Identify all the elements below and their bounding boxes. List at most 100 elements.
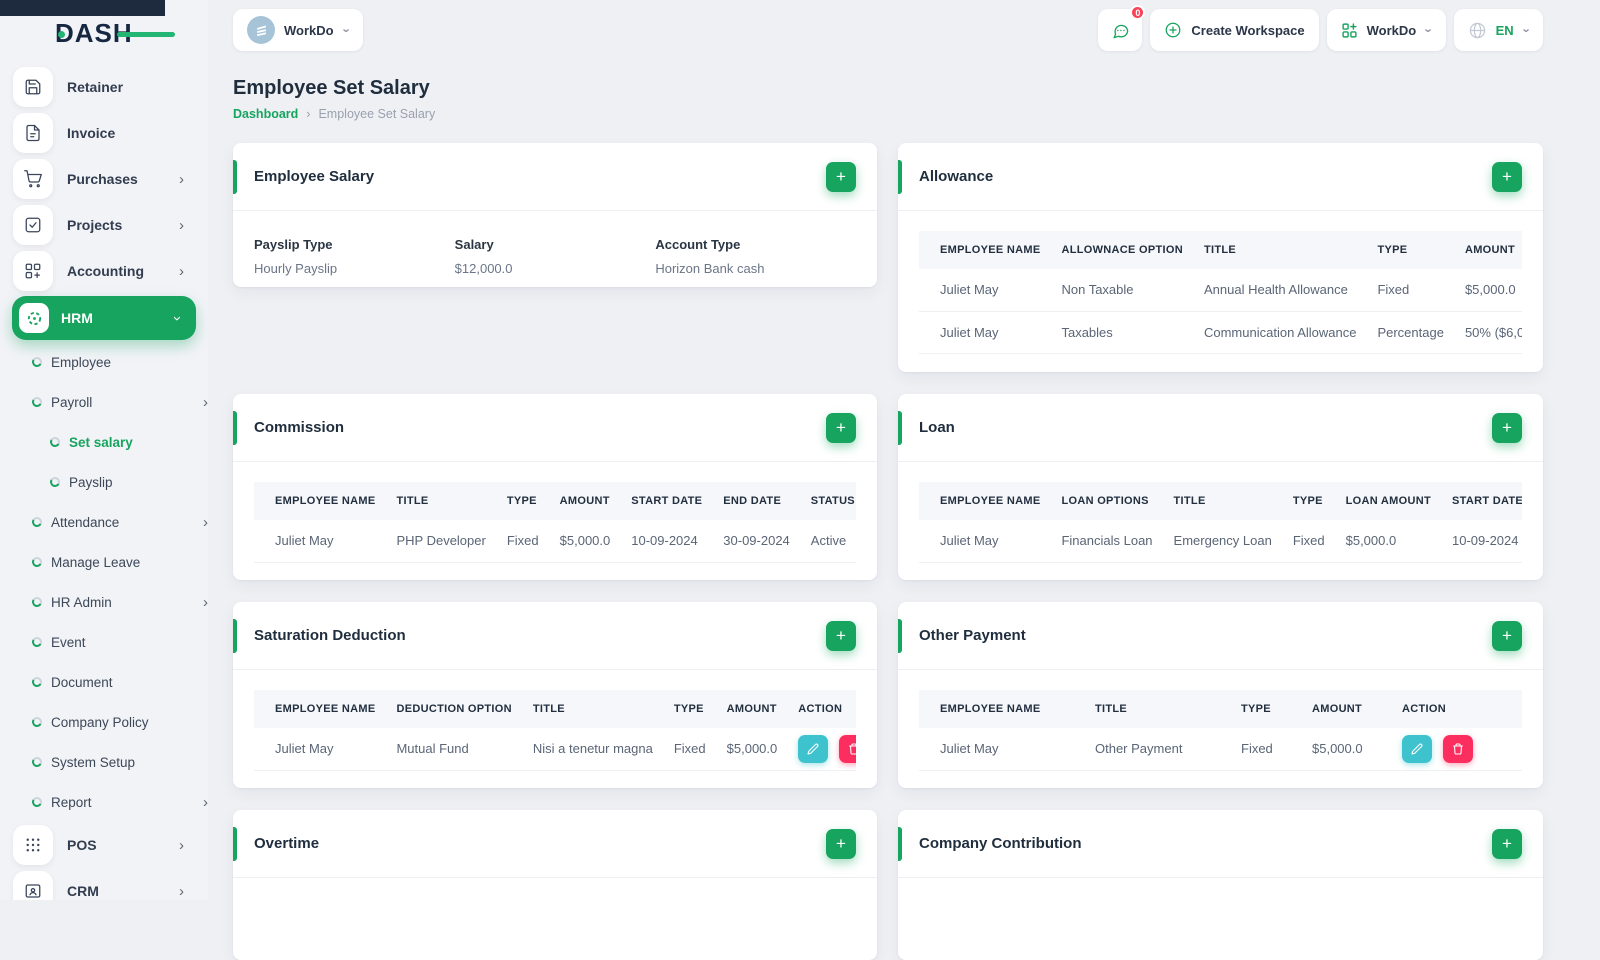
messages-button[interactable]: 0 bbox=[1098, 5, 1146, 51]
sidebar-item-event[interactable]: Event bbox=[0, 622, 208, 662]
sidebar-item-employee[interactable]: Employee bbox=[0, 342, 208, 382]
workspace-grid-icon bbox=[1341, 22, 1358, 39]
sidebar-item-accounting[interactable]: Accounting › bbox=[0, 248, 208, 294]
other-payment-card: Other Payment + EMPLOYEE NAME TITLE TYPE… bbox=[898, 602, 1543, 788]
sidebar-item-label: Accounting bbox=[67, 263, 144, 279]
sidebar-item-crm[interactable]: CRM › bbox=[0, 868, 208, 900]
card-accent-bar bbox=[898, 160, 902, 194]
add-saturation-deduction-button[interactable]: + bbox=[826, 620, 856, 651]
sidebar-item-label: Report bbox=[51, 794, 92, 810]
language-selector[interactable]: EN › bbox=[1453, 9, 1543, 51]
field-label: Payslip Type bbox=[254, 237, 333, 252]
sidebar-item-label: Attendance bbox=[51, 514, 120, 530]
sidebar-item-label: System Setup bbox=[51, 754, 136, 770]
invoice-icon bbox=[13, 113, 53, 153]
card-accent-bar bbox=[898, 411, 902, 445]
sidebar-item-set-salary[interactable]: Set salary bbox=[0, 422, 208, 462]
sidebar-item-label: Manage Leave bbox=[51, 554, 141, 570]
sidebar-item-system-setup[interactable]: System Setup bbox=[0, 742, 208, 782]
other-payment-table: EMPLOYEE NAME TITLE TYPE AMOUNT ACTION J… bbox=[919, 690, 1522, 771]
add-loan-button[interactable]: + bbox=[1492, 412, 1522, 443]
chevron-right-icon: › bbox=[179, 262, 184, 280]
notification-badge: 0 bbox=[1130, 5, 1146, 20]
card-title: Commission bbox=[254, 419, 345, 436]
logo-dot-icon bbox=[58, 31, 65, 38]
plus-circle-icon bbox=[1164, 21, 1182, 39]
card-title: Allowance bbox=[919, 168, 994, 185]
sidebar-item-manage-leave[interactable]: Manage Leave bbox=[0, 542, 208, 582]
sidebar-item-pos[interactable]: POS › bbox=[0, 822, 208, 868]
sidebar-item-label: Payroll bbox=[51, 394, 93, 410]
bullet-icon bbox=[32, 717, 42, 727]
sidebar-item-label: Document bbox=[51, 674, 113, 690]
workdo-dropdown[interactable]: WorkDo › bbox=[1326, 9, 1446, 51]
app-logo: DASH bbox=[55, 18, 175, 52]
sidebar-item-attendance[interactable]: Attendance › bbox=[0, 502, 208, 542]
sidebar-item-hr-admin[interactable]: HR Admin › bbox=[0, 582, 208, 622]
commission-table: EMPLOYEE NAME TITLE TYPE AMOUNT START DA… bbox=[254, 482, 856, 563]
card-accent-bar bbox=[898, 827, 902, 861]
main-area: WorkDo › 0 Create Workspace WorkDo bbox=[208, 0, 1600, 960]
bullet-icon bbox=[32, 357, 42, 367]
card-title: Loan bbox=[919, 419, 955, 436]
card-title: Employee Salary bbox=[254, 168, 375, 185]
chevron-right-icon: › bbox=[179, 216, 184, 234]
breadcrumb-separator-icon: › bbox=[306, 107, 311, 121]
field-value: Hourly Payslip bbox=[254, 261, 338, 276]
sidebar-item-retainer[interactable]: Retainer bbox=[0, 64, 208, 110]
sidebar-item-hrm[interactable]: HRM › bbox=[12, 296, 196, 340]
sidebar-item-label: HR Admin bbox=[51, 594, 112, 610]
card-title: Other Payment bbox=[919, 627, 1026, 644]
create-workspace-button[interactable]: Create Workspace bbox=[1150, 9, 1319, 51]
chevron-right-icon: › bbox=[179, 882, 184, 900]
chevron-down-icon: › bbox=[1519, 27, 1535, 33]
add-commission-button[interactable]: + bbox=[826, 412, 856, 443]
add-overtime-button[interactable]: + bbox=[826, 828, 856, 859]
sidebar-item-purchases[interactable]: Purchases › bbox=[0, 156, 208, 202]
table-row: Juliet May Non Taxable Annual Health All… bbox=[919, 269, 1522, 312]
sidebar-item-projects[interactable]: Projects › bbox=[0, 202, 208, 248]
workspace-switcher[interactable]: WorkDo › bbox=[233, 9, 363, 51]
sidebar-item-invoice[interactable]: Invoice bbox=[0, 110, 208, 156]
page-title: Employee Set Salary bbox=[233, 77, 430, 99]
sidebar-item-payroll[interactable]: Payroll › bbox=[0, 382, 208, 422]
loan-card: Loan + EMPLOYEE NAME LOAN OPTIONS TITLE … bbox=[898, 394, 1543, 580]
allowance-table: EMPLOYEE NAME ALLOWNACE OPTION TITLE TYP… bbox=[919, 231, 1522, 354]
saturation-deduction-card: Saturation Deduction + EMPLOYEE NAME DED… bbox=[233, 602, 877, 788]
table-row: Juliet May Other Payment Fixed $5,000.0 bbox=[919, 728, 1522, 771]
crm-icon bbox=[13, 871, 53, 900]
delete-button[interactable] bbox=[838, 734, 856, 763]
card-accent-bar bbox=[233, 619, 237, 653]
chevron-right-icon: › bbox=[203, 393, 208, 411]
bullet-icon bbox=[32, 557, 42, 567]
edit-button[interactable] bbox=[798, 734, 829, 763]
sidebar-item-company-policy[interactable]: Company Policy bbox=[0, 702, 208, 742]
chevron-right-icon: › bbox=[203, 793, 208, 811]
add-employee-salary-button[interactable]: + bbox=[826, 161, 856, 192]
globe-icon bbox=[1468, 21, 1487, 40]
workspace-name: WorkDo bbox=[284, 22, 334, 38]
breadcrumb-dashboard-link[interactable]: Dashboard bbox=[233, 107, 299, 121]
add-company-contribution-button[interactable]: + bbox=[1492, 828, 1522, 859]
edit-button[interactable] bbox=[1402, 734, 1432, 763]
field-label: Salary bbox=[454, 237, 494, 252]
breadcrumb: Dashboard › Employee Set Salary bbox=[233, 107, 1543, 121]
delete-button[interactable] bbox=[1442, 734, 1473, 763]
sidebar: DASH Retainer Invoice Purchases › bbox=[0, 0, 208, 900]
add-allowance-button[interactable]: + bbox=[1492, 161, 1522, 192]
card-title: Company Contribution bbox=[919, 835, 1082, 852]
sidebar-item-report[interactable]: Report › bbox=[0, 782, 208, 822]
table-row: Juliet May Taxables Communication Allowa… bbox=[919, 311, 1522, 354]
grid-plus-icon bbox=[13, 251, 53, 291]
company-contribution-card: Company Contribution + bbox=[898, 810, 1543, 960]
card-accent-bar bbox=[233, 827, 237, 861]
table-row: Juliet May Mutual Fund Nisi a tenetur ma… bbox=[254, 728, 856, 771]
employee-salary-card: Employee Salary + Payslip Type Hourly Pa… bbox=[233, 143, 877, 287]
sidebar-item-label: Retainer bbox=[67, 79, 124, 95]
sidebar-item-payslip[interactable]: Payslip bbox=[0, 462, 208, 502]
table-row: Juliet May Financials Loan Emergency Loa… bbox=[919, 520, 1522, 563]
sidebar-item-document[interactable]: Document bbox=[0, 662, 208, 702]
add-other-payment-button[interactable]: + bbox=[1492, 620, 1522, 651]
allowance-card: Allowance + EMPLOYEE NAME ALLOWNACE OPTI… bbox=[898, 143, 1543, 372]
sidebar-item-label: Purchases bbox=[67, 171, 138, 187]
